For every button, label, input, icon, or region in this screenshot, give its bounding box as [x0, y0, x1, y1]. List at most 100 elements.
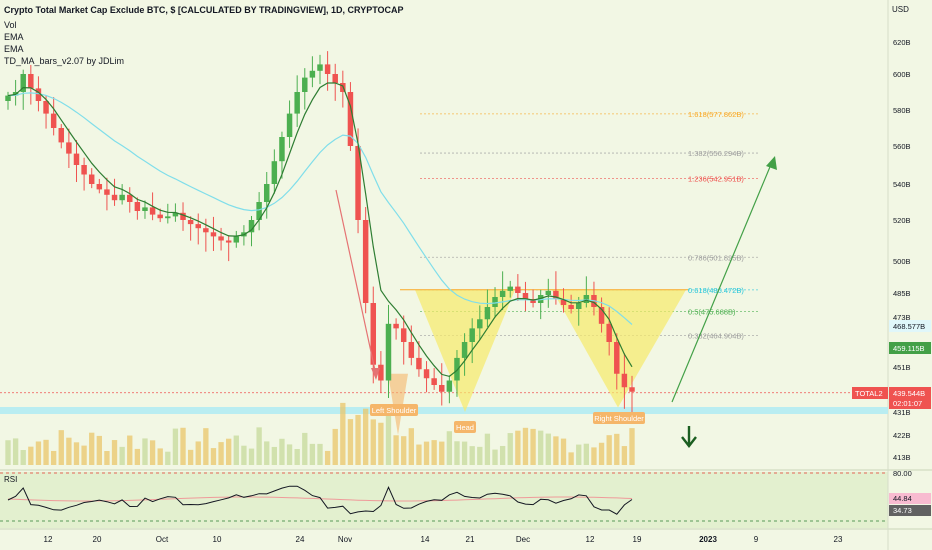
volume-bar — [119, 446, 125, 465]
volume-bar — [408, 428, 414, 465]
ema-fast-tag: 459.115B — [893, 344, 925, 353]
candle-body — [50, 113, 57, 128]
indicator-vol[interactable]: Vol — [4, 20, 17, 30]
volume-bar — [233, 435, 239, 465]
volume-bar — [127, 435, 133, 465]
candle-body — [233, 236, 240, 243]
candle-body — [499, 290, 506, 297]
volume-bar — [66, 437, 72, 465]
y-tick-label: 560B — [893, 142, 911, 151]
volume-bar — [264, 441, 270, 465]
candle-body — [73, 153, 80, 165]
left-shoulder-label: Left Shoulder — [372, 406, 417, 415]
volume-bar — [58, 430, 64, 465]
candle-body — [629, 387, 635, 392]
candle-body — [378, 364, 384, 381]
indicator-ema-1[interactable]: EMA — [4, 32, 24, 42]
candle-body — [614, 342, 620, 374]
candle-body — [279, 137, 285, 162]
volume-bar — [606, 435, 612, 465]
candle-body — [248, 220, 255, 233]
symbol-tag-bg — [852, 387, 888, 399]
candle-body — [43, 101, 49, 114]
volume-bar — [621, 446, 628, 465]
right-shoulder-label-bg — [593, 412, 645, 424]
candle-body — [606, 323, 612, 342]
volume-bar — [248, 448, 255, 465]
volume-bar — [461, 441, 468, 465]
y-tick-label: 500B — [893, 257, 911, 266]
left-shoulder-label-bg — [370, 404, 418, 416]
volume-bar — [271, 446, 278, 465]
candle-body — [28, 74, 34, 89]
candle-body — [568, 305, 574, 309]
volume-bar — [172, 428, 179, 465]
volume-bar — [210, 448, 217, 465]
candle-body — [256, 202, 262, 220]
candle-body — [522, 293, 529, 299]
fib-label: 1.236(542.951B) — [688, 174, 744, 183]
volume-bar — [28, 446, 34, 465]
candle-body — [210, 232, 217, 237]
indicator-td-ma[interactable]: TD_MA_bars_v2.07 by JDLim — [4, 56, 125, 66]
fib-label: 0.618(486.472B) — [688, 286, 744, 295]
candle-body — [545, 290, 552, 295]
breakout-arrow-head — [766, 156, 777, 170]
volume-bar — [218, 442, 224, 465]
volume-bar — [598, 442, 605, 465]
volume-bar — [256, 427, 262, 465]
volume-bar — [469, 446, 475, 465]
candle-body — [88, 174, 95, 184]
volume-bar — [416, 444, 422, 465]
candle-body — [446, 380, 453, 392]
volume-bar — [446, 431, 453, 465]
volume-bar — [515, 430, 521, 465]
indicator-ema-2[interactable]: EMA — [4, 44, 24, 54]
candle-body — [165, 216, 171, 219]
volume-bar — [81, 445, 87, 465]
candle-body — [332, 74, 338, 83]
volume-bar — [157, 448, 163, 465]
x-tick-label: 2023 — [699, 535, 717, 544]
candle-body — [104, 189, 110, 195]
volume-bar — [165, 451, 171, 465]
candle-body — [583, 295, 590, 303]
x-tick-label: Oct — [156, 535, 169, 544]
volume-bar — [340, 402, 346, 465]
volume-bar — [89, 432, 95, 465]
volume-bar — [477, 446, 483, 465]
candle-body — [324, 64, 331, 74]
candle-body — [477, 319, 483, 329]
candle-body — [454, 357, 460, 381]
candle-body — [598, 307, 605, 324]
y-tick-label: 413B — [893, 453, 911, 462]
volume-bar — [401, 436, 407, 465]
volume-bar — [149, 440, 156, 465]
fib-label: 0.5(475.688B) — [688, 308, 736, 317]
ema-slow-tag: 468.577B — [893, 322, 925, 331]
fib-label: 1.618(577.862B) — [688, 110, 744, 119]
volume-bar — [203, 428, 209, 465]
candle-body — [347, 92, 354, 146]
rsi-line — [7, 485, 633, 515]
x-tick-label: 9 — [754, 535, 759, 544]
head-label-bg — [454, 421, 476, 433]
y-tick-label: 520B — [893, 216, 911, 225]
volume-bar — [545, 433, 551, 465]
volume-bar — [286, 444, 293, 465]
candle-body — [111, 194, 118, 201]
volume-bar — [347, 419, 354, 465]
head-label: Head — [456, 423, 474, 432]
candle-body — [355, 146, 361, 220]
volume-bar — [279, 438, 285, 465]
candle-body — [5, 95, 11, 101]
candle-body — [553, 290, 559, 299]
candle-body — [66, 142, 72, 154]
candle-body — [134, 202, 141, 211]
y-tick-label: 485B — [893, 289, 911, 298]
breakout-arrow — [671, 161, 773, 403]
rsi-value-tag-bg — [889, 493, 931, 504]
x-tick-label: Dec — [516, 535, 530, 544]
candle-body — [492, 297, 498, 307]
